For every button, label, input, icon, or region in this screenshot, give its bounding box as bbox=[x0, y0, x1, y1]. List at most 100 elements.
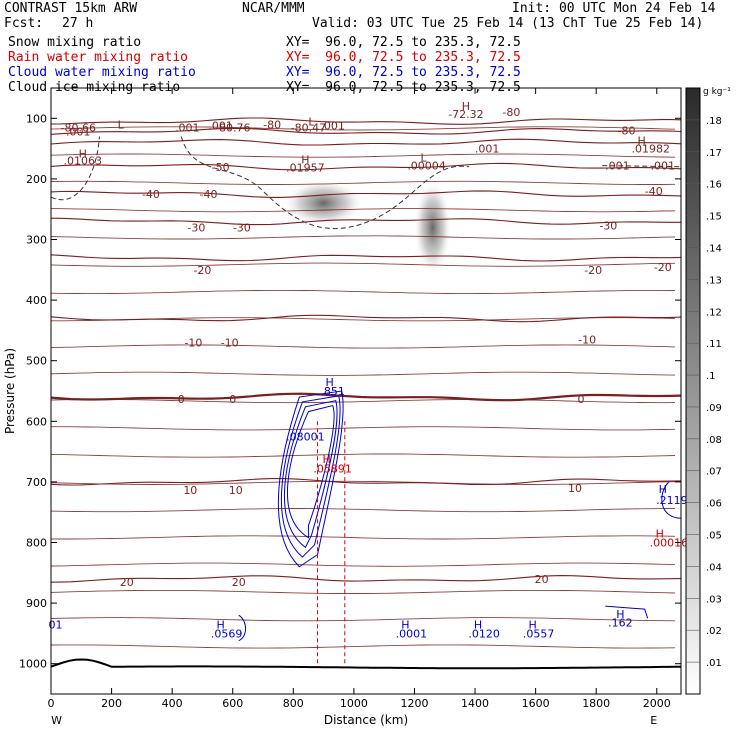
isotherm-line bbox=[51, 317, 676, 322]
contour-value: .0001 bbox=[396, 627, 428, 640]
x-tick-label: 1200 bbox=[400, 697, 428, 710]
chart-title: CONTRAST 15km ARW bbox=[4, 1, 138, 16]
contour-value: .0557 bbox=[523, 627, 555, 640]
y-tick-label: 400 bbox=[26, 294, 47, 307]
plot-frame bbox=[50, 87, 682, 695]
isotherm-label: -10 bbox=[221, 337, 239, 350]
colorbar-tick-label: .13 bbox=[706, 275, 722, 286]
contour-value: .05891 bbox=[313, 463, 352, 476]
isotherm-label: -20 bbox=[654, 261, 672, 274]
high-marker: H bbox=[474, 618, 482, 631]
high-marker: H bbox=[659, 483, 667, 496]
high-marker: H bbox=[79, 147, 87, 160]
y-tick-label: 600 bbox=[26, 415, 47, 428]
cloud-water-contour bbox=[605, 605, 649, 619]
valid-time: Valid: 03 UTC Tue 25 Feb 14 (13 ChT Tue … bbox=[312, 16, 704, 31]
east-label: E bbox=[650, 714, 657, 727]
isotherm-label: 10 bbox=[229, 484, 243, 497]
high-marker: H bbox=[528, 618, 536, 631]
contour-value: .0569 bbox=[211, 627, 243, 640]
isotherm-label: -10 bbox=[184, 337, 202, 350]
y-tick-label: 500 bbox=[26, 355, 47, 368]
contour-value: .01957 bbox=[286, 161, 325, 174]
colorbar-tick-label: .17 bbox=[706, 148, 722, 159]
cloud-ice-contour bbox=[50, 136, 470, 230]
y-tick-label: 700 bbox=[26, 476, 47, 489]
colorbar-tick-label: .1 bbox=[706, 371, 716, 382]
contour-value: .00016 bbox=[650, 537, 689, 550]
isotherm-label: -80 bbox=[263, 118, 281, 131]
field-xy-snow: XY= 96.0, 72.5 to 235.3, 72.5 bbox=[286, 35, 521, 50]
cloud-water-contour bbox=[280, 395, 341, 558]
colorbar-tick-label: .03 bbox=[706, 594, 722, 605]
isotherm-label: -30 bbox=[599, 220, 617, 233]
isotherm-label: -20 bbox=[584, 264, 602, 277]
isotherm-line bbox=[50, 126, 676, 131]
isotherm-label: 20 bbox=[120, 576, 134, 589]
colorbar-unit: g kg⁻¹ bbox=[703, 87, 731, 97]
isotherm-line bbox=[50, 254, 682, 262]
field-name-rain: Rain water mixing ratio bbox=[8, 50, 189, 65]
x-axis-label: Distance (km) bbox=[324, 713, 408, 727]
colorbar-tick-label: .15 bbox=[706, 212, 722, 223]
cloud-water-contour bbox=[661, 481, 682, 519]
isotherm-layer bbox=[50, 117, 682, 649]
isotherm-line bbox=[50, 575, 682, 583]
y-tick-label: 200 bbox=[26, 173, 47, 186]
field-name-cloud-water: Cloud water mixing ratio bbox=[8, 65, 196, 80]
contour-value: .001 bbox=[651, 160, 676, 173]
colorbar-tick-label: .16 bbox=[706, 180, 722, 191]
isotherm-line bbox=[50, 208, 676, 213]
x-tick-label: 1000 bbox=[340, 697, 368, 710]
contour-value: .162 bbox=[608, 616, 633, 629]
colorbar-tick-label: .04 bbox=[706, 562, 722, 573]
x-tick-label: 1800 bbox=[582, 697, 610, 710]
field-xy-cloud-water: XY= 96.0, 72.5 to 235.3, 72.5 bbox=[286, 65, 521, 80]
colorbar-tick-label: .08 bbox=[706, 435, 722, 446]
isotherm-line bbox=[50, 180, 676, 185]
x-tick-label: 600 bbox=[222, 697, 243, 710]
forecast-label: Fcst: bbox=[4, 16, 44, 31]
high-marker: H bbox=[462, 100, 470, 113]
contour-value: 01 bbox=[49, 618, 63, 631]
contour-value: .01982 bbox=[631, 143, 670, 156]
isotherm-line bbox=[50, 153, 676, 158]
colorbar-tick-label: .05 bbox=[706, 531, 722, 542]
isotherm-label: -80 bbox=[617, 124, 635, 137]
isotherm-line bbox=[50, 127, 682, 135]
isotherm-line bbox=[50, 138, 682, 146]
isotherm-line bbox=[50, 617, 676, 622]
isotherm-label: -40 bbox=[645, 185, 663, 198]
cloud-water-contour bbox=[287, 404, 335, 539]
y-tick-label: 100 bbox=[26, 112, 47, 125]
colorbar-tick-label: .07 bbox=[706, 467, 722, 478]
contour-labels-layer: -80.66 -80.76 -80 -80.47 -72.32 -80 -80 -50 -40 -… bbox=[49, 100, 689, 640]
isotherm-label: 0 bbox=[578, 393, 585, 406]
snow-shade-1 bbox=[414, 182, 451, 273]
contour-value: .001 bbox=[475, 143, 500, 156]
isotherm-label: -80.66 bbox=[61, 121, 96, 134]
isotherm-line bbox=[50, 217, 681, 226]
contour-value: .851 bbox=[320, 385, 345, 398]
isotherm-label: -72.32 bbox=[448, 108, 483, 121]
high-marker: H bbox=[301, 154, 309, 167]
cloud-water-contour bbox=[238, 614, 247, 642]
x-tick-label: 800 bbox=[283, 697, 304, 710]
isotherm-label: 10 bbox=[183, 484, 197, 497]
field-name-snow: Snow mixing ratio bbox=[8, 35, 142, 50]
colorbar: .01 .02 .03 .04 .05 .06 .07 .08 .09 .1 .11 .12 .13 .1… bbox=[685, 87, 731, 695]
isotherm-line bbox=[51, 535, 676, 540]
isotherm-line bbox=[50, 453, 676, 458]
forecast-hour: 27 h bbox=[62, 16, 94, 31]
isotherm-line bbox=[50, 399, 676, 404]
y-axis-label: Pressure (hPa) bbox=[3, 348, 17, 434]
isotherm-label: -20 bbox=[193, 264, 211, 277]
cloud-ice-contour bbox=[602, 165, 682, 168]
high-marker: H bbox=[616, 608, 624, 621]
x-tick-label: 1400 bbox=[461, 697, 489, 710]
isotherm-line bbox=[50, 589, 676, 594]
isotherm-line bbox=[50, 162, 682, 171]
isotherm-line bbox=[50, 314, 682, 323]
isotherm-label: 20 bbox=[535, 573, 549, 586]
x-tick-label: 400 bbox=[162, 697, 183, 710]
